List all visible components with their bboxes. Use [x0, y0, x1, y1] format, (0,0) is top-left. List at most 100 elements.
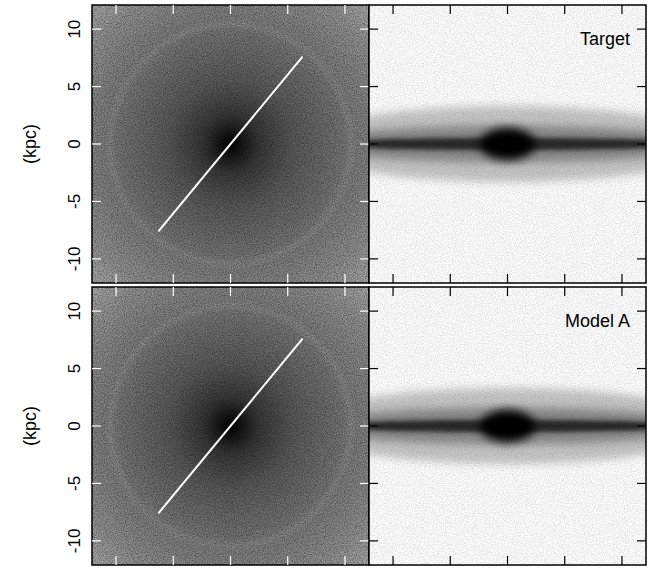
x-tick — [564, 274, 565, 283]
y-tick — [637, 540, 646, 541]
density-map — [92, 287, 369, 565]
y-tick — [637, 86, 646, 87]
x-tick — [115, 556, 116, 565]
x-tick — [230, 287, 231, 296]
x-tick — [230, 5, 231, 14]
y-tick — [92, 425, 101, 426]
y-tick — [92, 201, 101, 202]
y-tick — [369, 425, 378, 426]
plot-area — [369, 5, 646, 283]
y-tick — [360, 29, 369, 30]
frame — [92, 287, 369, 565]
y-tick — [360, 311, 369, 312]
x-tick — [230, 274, 231, 283]
grain-texture — [92, 5, 369, 283]
x-tick — [115, 274, 116, 283]
panel: -10 -5 0 5 10 (kpc) — [20, 5, 369, 283]
panel-title: Model A — [565, 311, 630, 331]
y-tick — [360, 483, 369, 484]
y-tick-label: -5 — [65, 476, 84, 491]
y-tick-label: -10 — [65, 247, 84, 272]
y-tick — [360, 201, 369, 202]
x-tick — [287, 556, 288, 565]
y-tick — [369, 201, 378, 202]
y-tick — [360, 425, 369, 426]
x-tick — [507, 5, 508, 14]
x-tick — [344, 274, 345, 283]
grain-texture — [369, 5, 646, 283]
y-tick — [360, 258, 369, 259]
y-tick — [92, 29, 101, 30]
x-tick — [287, 5, 288, 14]
x-tick — [450, 274, 451, 283]
x-tick — [344, 556, 345, 565]
panel: Model A — [300, 287, 660, 565]
plot-area — [92, 287, 369, 565]
y-tick — [369, 311, 378, 312]
y-tick — [369, 29, 378, 30]
x-tick — [564, 556, 565, 565]
x-tick — [173, 274, 174, 283]
x-tick — [450, 556, 451, 565]
y-tick — [637, 29, 646, 30]
slit-line — [158, 339, 302, 514]
frame — [369, 5, 646, 283]
x-tick — [230, 556, 231, 565]
x-tick — [344, 5, 345, 14]
y-tick — [637, 258, 646, 259]
y-tick — [360, 143, 369, 144]
y-tick-label: 10 — [65, 302, 84, 321]
x-tick — [507, 556, 508, 565]
y-tick — [369, 368, 378, 369]
y-tick — [92, 143, 101, 144]
x-tick — [507, 287, 508, 296]
y-tick — [637, 311, 646, 312]
y-tick — [369, 540, 378, 541]
x-tick — [392, 5, 393, 14]
x-tick — [344, 287, 345, 296]
x-tick — [392, 556, 393, 565]
y-tick — [369, 258, 378, 259]
panel: -10-50510(kpc) — [20, 287, 369, 565]
y-tick-label: 0 — [65, 139, 84, 148]
x-tick — [621, 556, 622, 565]
x-tick — [392, 274, 393, 283]
y-tick-label: 5 — [65, 82, 84, 91]
y-tick-label: 10 — [65, 20, 84, 39]
y-tick — [360, 540, 369, 541]
grain-texture — [369, 287, 646, 565]
y-tick — [92, 483, 101, 484]
y-tick — [637, 143, 646, 144]
y-tick — [92, 368, 101, 369]
y-axis-title: (kpc) — [20, 124, 40, 164]
y-tick — [360, 368, 369, 369]
x-tick — [564, 5, 565, 14]
y-tick — [637, 368, 646, 369]
x-tick — [621, 287, 622, 296]
y-tick — [360, 86, 369, 87]
x-tick — [287, 287, 288, 296]
y-tick — [637, 201, 646, 202]
x-tick — [450, 5, 451, 14]
background — [369, 5, 646, 283]
x-tick — [173, 556, 174, 565]
x-tick — [564, 287, 565, 296]
x-tick — [115, 287, 116, 296]
slit-line — [158, 57, 302, 232]
y-tick-label: 0 — [65, 421, 84, 430]
frame — [92, 5, 369, 283]
y-tick — [637, 483, 646, 484]
y-tick — [369, 483, 378, 484]
x-tick — [173, 5, 174, 14]
y-tick — [92, 86, 101, 87]
plot-area — [369, 287, 646, 565]
y-tick — [92, 258, 101, 259]
y-tick — [637, 425, 646, 426]
panel-title: Target — [580, 29, 630, 49]
x-tick — [287, 274, 288, 283]
panel: Target — [300, 5, 660, 283]
figure: -10 -5 0 5 10 (kpc) Target -10 -5 0 5 10 (kpc) Model … — [0, 0, 660, 574]
y-tick — [92, 540, 101, 541]
y-tick-label: -5 — [65, 194, 84, 209]
x-tick — [173, 287, 174, 296]
